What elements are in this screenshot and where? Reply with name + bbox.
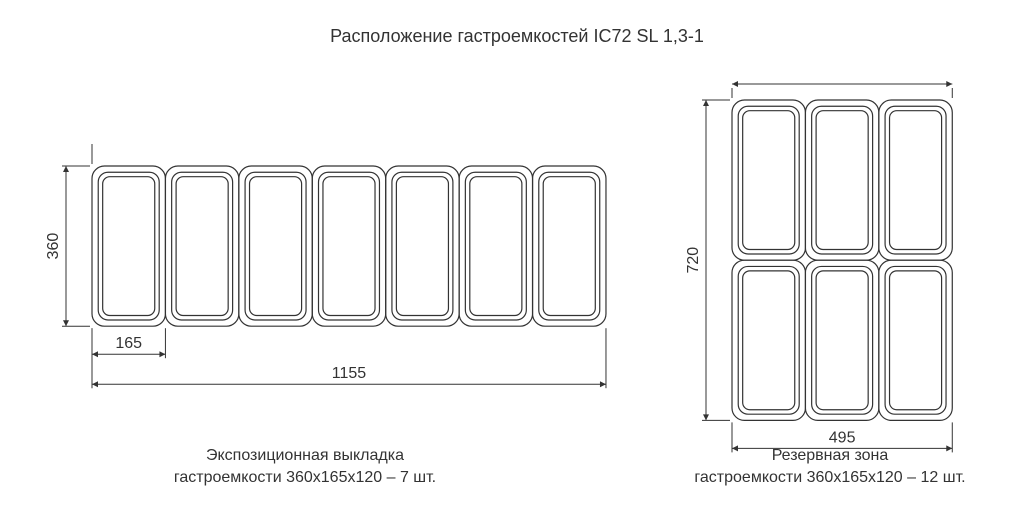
exposition-diagram: 360 165 1155 bbox=[46, 136, 616, 406]
exposition-caption-line2: гастроемкости 360х165х120 – 7 шт. bbox=[174, 469, 436, 486]
reserve-caption-line1: Резервная зона bbox=[772, 447, 889, 464]
diagram-title: Расположение гастроемкостей IC72 SL 1,3-… bbox=[0, 26, 1034, 47]
svg-text:1155: 1155 bbox=[332, 365, 367, 382]
exposition-caption-line1: Экспозиционная выкладка bbox=[206, 447, 404, 464]
svg-text:165: 165 bbox=[115, 335, 142, 352]
reserve-caption: Резервная зона гастроемкости 360х165х120… bbox=[650, 445, 1010, 488]
reserve-diagram: 720 495 bbox=[686, 72, 962, 462]
svg-text:360: 360 bbox=[45, 233, 62, 260]
svg-text:495: 495 bbox=[829, 429, 856, 446]
reserve-caption-line2: гастроемкости 360х165х120 – 12 шт. bbox=[694, 469, 965, 486]
svg-text:720: 720 bbox=[685, 247, 702, 274]
page-root: Расположение гастроемкостей IC72 SL 1,3-… bbox=[0, 0, 1034, 518]
exposition-caption: Экспозиционная выкладка гастроемкости 36… bbox=[125, 445, 485, 488]
